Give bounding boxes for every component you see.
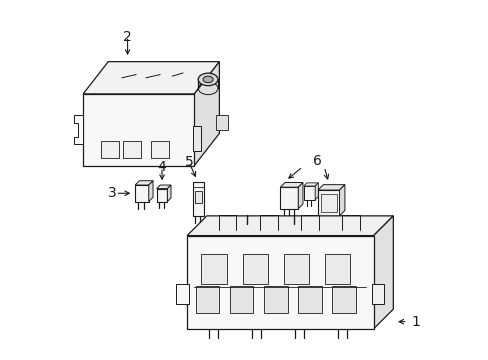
Bar xyxy=(332,286,355,313)
Polygon shape xyxy=(314,183,318,200)
Bar xyxy=(176,284,188,304)
Bar xyxy=(196,286,219,313)
Polygon shape xyxy=(280,183,303,187)
Bar xyxy=(317,190,339,216)
Bar xyxy=(187,235,373,329)
Polygon shape xyxy=(298,183,303,209)
Ellipse shape xyxy=(198,73,218,86)
Bar xyxy=(192,126,201,151)
Polygon shape xyxy=(74,116,83,144)
Text: 5: 5 xyxy=(184,155,193,169)
Polygon shape xyxy=(317,185,344,190)
Bar xyxy=(371,284,384,304)
Bar xyxy=(303,186,314,200)
Polygon shape xyxy=(135,181,153,185)
Bar xyxy=(192,182,203,216)
Bar xyxy=(280,187,298,209)
Text: 2: 2 xyxy=(123,30,132,44)
Bar xyxy=(242,253,267,284)
Bar xyxy=(156,189,167,202)
Bar xyxy=(194,191,202,203)
Bar xyxy=(83,94,194,166)
Polygon shape xyxy=(148,181,153,202)
Text: 1: 1 xyxy=(410,315,419,329)
Bar xyxy=(122,140,140,158)
Text: 4: 4 xyxy=(157,160,166,174)
Bar xyxy=(284,253,308,284)
Polygon shape xyxy=(303,183,318,186)
Polygon shape xyxy=(194,62,219,166)
Bar xyxy=(201,253,226,284)
Bar xyxy=(230,286,253,313)
Ellipse shape xyxy=(203,76,213,83)
Polygon shape xyxy=(156,185,171,189)
Polygon shape xyxy=(339,185,344,216)
Polygon shape xyxy=(167,185,171,202)
Bar xyxy=(135,185,148,202)
Bar xyxy=(151,140,169,158)
Polygon shape xyxy=(83,62,219,94)
Bar xyxy=(325,253,349,284)
Bar xyxy=(264,286,287,313)
Bar xyxy=(101,140,119,158)
Polygon shape xyxy=(187,216,392,235)
Polygon shape xyxy=(215,116,228,130)
Bar xyxy=(320,194,336,212)
Text: 3: 3 xyxy=(107,186,116,200)
Bar xyxy=(298,286,321,313)
Polygon shape xyxy=(373,216,392,329)
Text: 6: 6 xyxy=(312,154,321,168)
